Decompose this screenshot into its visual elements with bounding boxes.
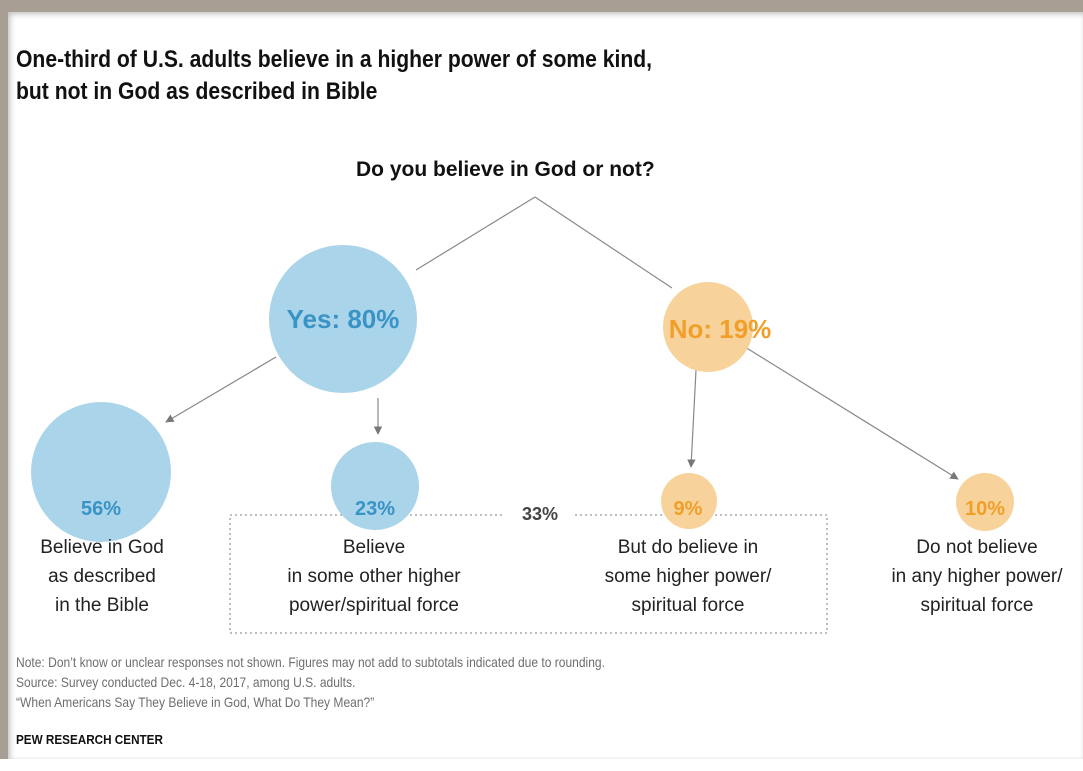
category-other-power: Believe in some other higher power/spiri… — [249, 533, 499, 620]
category-no-not-believe-line-1: Do not believe — [916, 537, 1038, 558]
category-no-not-believe-line-2: in any higher power/ — [891, 566, 1063, 587]
no-but-believe-value-label: 9% — [674, 498, 703, 520]
no-not-believe-value-label: 10% — [965, 498, 1005, 520]
category-other-power-line-2: in some other higher — [287, 566, 461, 587]
subtotal-bracket — [229, 514, 828, 634]
no-circle — [663, 282, 753, 372]
category-bible-line-2: as described — [48, 566, 156, 587]
no-but-believe-circle — [661, 473, 717, 529]
subtotal-label: 33% — [505, 504, 575, 525]
other-power-circle — [331, 442, 419, 530]
title-line-2: but not in God as described in Bible — [16, 78, 378, 105]
organization-credit: PEW RESEARCH CENTER — [16, 732, 163, 747]
bible-value-label: 56% — [81, 498, 121, 520]
figure-notes: Note: Don’t know or unclear responses no… — [16, 652, 605, 712]
note-line: Note: Don’t know or unclear responses no… — [16, 654, 605, 670]
category-other-power-line-1: Believe — [342, 537, 406, 558]
title-line-1: One-third of U.S. adults believe in a hi… — [16, 46, 653, 73]
other-power-value-label: 23% — [355, 498, 395, 520]
bible-circle — [31, 402, 171, 542]
no-not-believe-circle — [956, 473, 1014, 531]
arrow-yes-to-bible — [165, 356, 277, 423]
report-title-line: “When Americans Say They Believe in God,… — [16, 694, 375, 710]
line-question-to-no — [534, 196, 673, 289]
category-no-not-believe-line-3: spiritual force — [920, 595, 1034, 616]
category-other-power-line-3: power/spiritual force — [288, 595, 460, 616]
yes-label: Yes: 80% — [287, 304, 400, 334]
arrow-no-to-believe — [687, 369, 697, 468]
category-bible: Believe in God as described in the Bible — [7, 533, 197, 620]
question-label: Do you believe in God or not? — [356, 158, 655, 181]
category-no-but-believe: But do believe in some higher power/ spi… — [568, 533, 808, 620]
arrow-no-to-not-believe — [744, 346, 959, 480]
figure-title: One-third of U.S. adults believe in a hi… — [16, 44, 652, 108]
line-question-to-yes — [415, 196, 536, 271]
no-label: No: 19% — [669, 314, 772, 344]
category-no-not-believe: Do not believe in any higher power/ spir… — [871, 533, 1083, 620]
category-no-but-believe-line-2: some higher power/ — [604, 566, 772, 587]
category-bible-line-3: in the Bible — [54, 595, 149, 616]
source-line: Source: Survey conducted Dec. 4-18, 2017… — [16, 674, 356, 690]
category-no-but-believe-line-3: spiritual force — [631, 595, 745, 616]
yes-circle — [269, 245, 417, 393]
tree-diagram: Yes: 80% No: 19% 56% 23% 9% 10% — [31, 196, 1014, 634]
category-no-but-believe-line-1: But do believe in — [617, 537, 759, 558]
category-bible-line-1: Believe in God — [40, 537, 164, 558]
